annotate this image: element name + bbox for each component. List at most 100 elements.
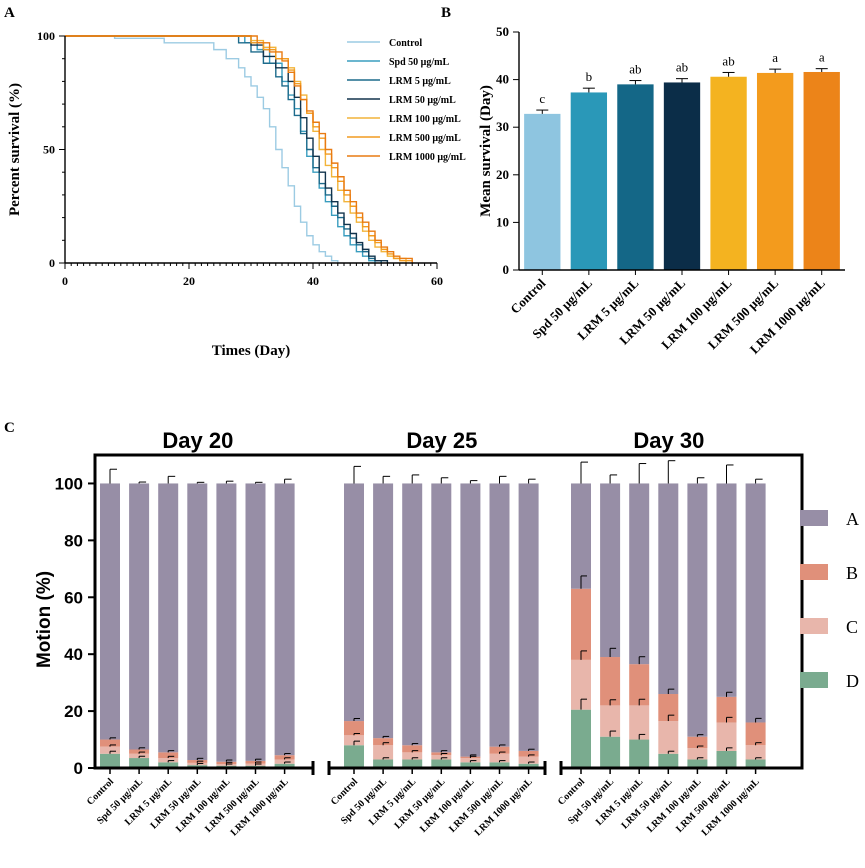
segment-b <box>344 721 364 736</box>
motion-legend: A B C D <box>800 509 859 691</box>
segment-c <box>658 721 679 754</box>
segment-c <box>344 735 364 746</box>
segment-c <box>629 705 650 740</box>
y-axis-title: Percent survival (%) <box>7 83 23 216</box>
y-tick-label: 20 <box>496 167 509 182</box>
segment-d <box>629 739 650 768</box>
mean-bar-lrm-50-ug-ml <box>663 82 701 271</box>
significance-letter: ab <box>676 60 688 75</box>
y-tick-label: 0 <box>503 262 510 277</box>
survival-curve-chart: 0 20 40 60 0 50 100 Control Spd 50 μg/mL LRM 5 μ… <box>7 29 466 359</box>
segment-a <box>187 483 208 761</box>
segment-c <box>489 753 510 763</box>
segment-c <box>100 746 120 754</box>
legend-label-lrm-100-ug-ml: LRM 100 μg/mL <box>389 114 461 125</box>
axis-break-gap <box>545 762 561 774</box>
segment-d <box>431 759 452 768</box>
segment-d <box>344 745 364 768</box>
y-tick-label: 100 <box>37 29 55 43</box>
mean-bar-lrm-100-ug-ml <box>710 76 747 270</box>
segment-d <box>716 750 737 768</box>
axis-break-gap <box>313 762 329 774</box>
legend-label-lrm-50-ug-ml: LRM 50 μg/mL <box>389 95 456 106</box>
segment-a <box>687 483 708 737</box>
category-label: LRM 50 μg/mL <box>619 776 674 831</box>
segment-a <box>100 483 120 740</box>
y-axis-title: Motion (%) <box>34 571 55 668</box>
significance-letter: a <box>819 50 825 65</box>
legend-swatch-d <box>800 672 828 688</box>
segment-b <box>489 746 510 754</box>
legend-label-lrm-5-ug-ml: LRM 5 μg/mL <box>389 76 451 87</box>
x-tick-label: 0 <box>62 274 68 288</box>
segment-d <box>100 753 120 768</box>
segment-b <box>100 739 120 747</box>
segment-c <box>687 748 708 760</box>
category-label: LRM 50 μg/mL <box>392 776 447 831</box>
segment-a <box>158 483 179 753</box>
segment-a <box>716 483 737 697</box>
segment-a <box>431 483 452 753</box>
segment-b <box>687 736 708 749</box>
segment-c <box>373 745 394 760</box>
segment-b <box>600 657 621 706</box>
group-title-day-25: Day 25 <box>406 428 477 453</box>
y-axis-title: Mean survival (Day) <box>478 85 494 217</box>
y-tick-label: 60 <box>64 588 83 607</box>
segment-c <box>716 722 737 751</box>
segment-d <box>158 762 179 768</box>
survival-line-lrm-100-ug-ml <box>65 35 407 263</box>
survival-legend: Control Spd 50 μg/mL LRM 5 μg/mL LRM 50 μg/… <box>347 38 466 163</box>
segment-d <box>745 759 766 768</box>
survival-line-lrm-1000-ug-ml <box>65 35 413 263</box>
plot-frame <box>93 453 804 770</box>
segment-b <box>658 694 679 722</box>
segment-b <box>571 588 591 660</box>
legend-label-control: Control <box>389 38 422 49</box>
segment-d <box>489 762 510 768</box>
segment-c <box>402 752 423 760</box>
segment-d <box>460 762 481 768</box>
segment-b <box>402 745 423 753</box>
survival-line-control <box>65 35 339 263</box>
segment-a <box>571 483 591 589</box>
segment-a <box>629 483 650 665</box>
segment-b <box>629 664 650 706</box>
segment-a <box>600 483 621 658</box>
segment-d <box>402 759 423 768</box>
y-tick-label: 10 <box>496 214 509 229</box>
segment-d <box>518 763 539 768</box>
y-tick-label: 40 <box>496 72 509 87</box>
y-tick-label: 80 <box>64 531 83 550</box>
segment-b <box>716 696 737 723</box>
y-tick-label: 0 <box>74 759 83 778</box>
x-tick-label: 40 <box>307 274 319 288</box>
legend-label-d: D <box>846 671 859 691</box>
mean-survival-axes: 0 10 20 30 40 50 <box>496 24 845 277</box>
significance-letter: ab <box>722 53 734 68</box>
y-tick-label: 50 <box>43 143 55 157</box>
legend-label-c: C <box>846 617 858 637</box>
y-tick-label: 20 <box>64 702 83 721</box>
segment-d <box>600 736 621 768</box>
legend-swatch-a <box>800 510 828 526</box>
mean-bar-lrm-1000-ug-ml <box>803 71 840 270</box>
significance-letter: a <box>772 50 778 65</box>
segment-d <box>129 758 150 768</box>
y-tick-label: 100 <box>55 474 83 493</box>
legend-label-a: A <box>846 509 859 529</box>
x-tick-label: 20 <box>183 274 195 288</box>
panel-b-letter: B <box>441 5 451 21</box>
segment-c <box>600 705 621 737</box>
group-title-day-30: Day 30 <box>633 428 704 453</box>
segment-a <box>460 483 481 757</box>
mean-bar-lrm-5-ug-ml <box>617 84 654 270</box>
survival-line-lrm-500-ug-ml <box>65 35 413 263</box>
significance-letter: ab <box>629 62 641 77</box>
panel-a-letter: A <box>4 5 15 21</box>
mean-bar-spd-50-ug-ml <box>570 92 608 271</box>
segment-d <box>274 763 295 768</box>
